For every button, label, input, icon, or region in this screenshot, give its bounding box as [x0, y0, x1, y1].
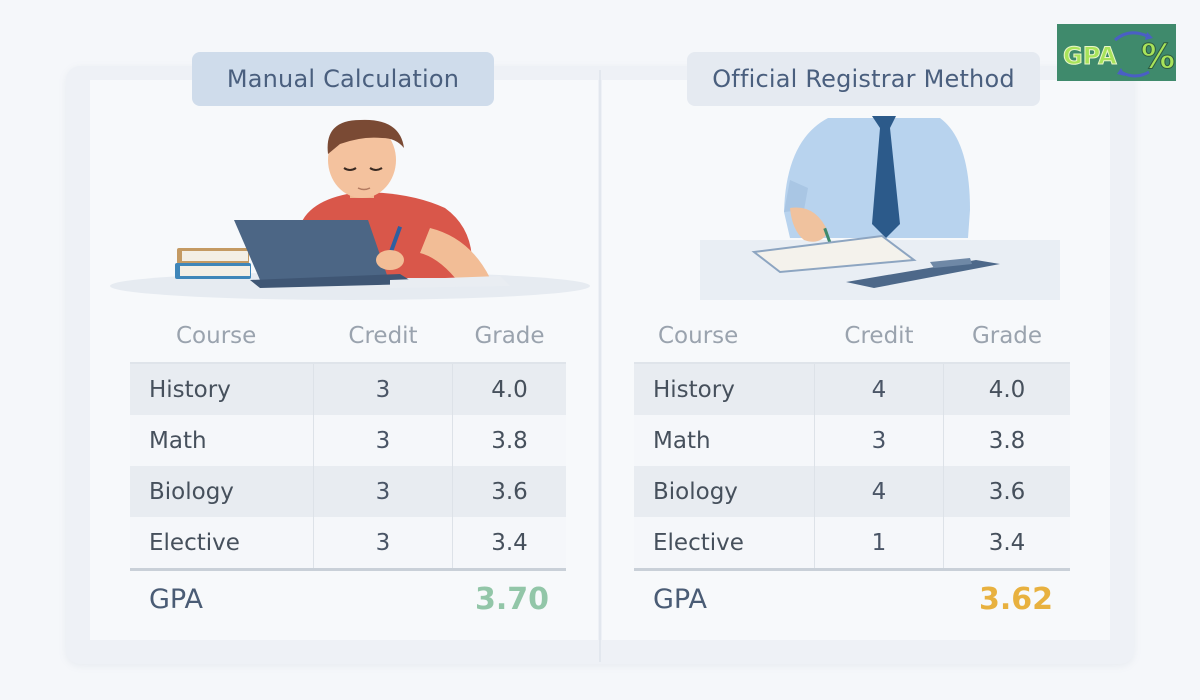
grade-cell: 3.4: [988, 529, 1026, 556]
table-row: Elective 3 3.4: [130, 517, 566, 568]
svg-text:GPA: GPA: [1063, 42, 1117, 70]
registrar-title: Official Registrar Method: [687, 52, 1040, 106]
gpa-value: 3.62: [978, 581, 1053, 617]
credit-cell: 4: [814, 466, 944, 517]
table-header: Course Credit Grade: [634, 310, 1070, 362]
table-row: Elective 1 3.4: [634, 517, 1070, 568]
grade-cell: 3.6: [491, 478, 528, 505]
table-row: Biology 3 3.6: [130, 466, 566, 517]
course-cell: History: [149, 376, 231, 403]
column-header-course: Course: [658, 323, 739, 349]
grade-cell: 3.4: [491, 529, 528, 556]
course-cell: Math: [149, 427, 207, 454]
credit-cell: 3: [814, 415, 944, 466]
course-cell: Elective: [653, 529, 744, 556]
gpa-summary-row: GPA 3.62: [634, 571, 1070, 627]
credit-cell: 4: [814, 364, 944, 415]
table-body: History 3 4.0 Math 3 3.8 Biology 3 3.6 E…: [130, 362, 566, 571]
gpa-value: 3.70: [474, 581, 549, 617]
credit-cell: 1: [814, 517, 944, 568]
gpa-label: GPA: [653, 583, 707, 615]
table-row: Math 3 3.8: [634, 415, 1070, 466]
grade-cell: 3.6: [988, 478, 1026, 505]
column-header-credit: Credit: [844, 323, 914, 349]
column-header-credit: Credit: [348, 323, 418, 349]
grade-cell: 4.0: [988, 376, 1026, 403]
gpa-label: GPA: [149, 583, 203, 615]
gpa-summary-row: GPA 3.70: [130, 571, 566, 627]
table-row: Math 3 3.8: [130, 415, 566, 466]
registrar-grade-table: Course Credit Grade History 4 4.0 Math 3…: [634, 310, 1070, 627]
grade-cell: 3.8: [491, 427, 528, 454]
credit-cell: 3: [313, 415, 453, 466]
manual-title: Manual Calculation: [192, 52, 494, 106]
grade-cell: 4.0: [491, 376, 528, 403]
table-header: Course Credit Grade: [130, 310, 566, 362]
student-with-laptop-illustration: [100, 108, 590, 300]
course-cell: Biology: [653, 478, 738, 505]
registrar-signing-document-illustration: [700, 100, 1060, 300]
table-row: History 4 4.0: [634, 364, 1070, 415]
credit-cell: 3: [313, 364, 453, 415]
gpa-percent-logo-icon: GPA %: [1057, 24, 1176, 81]
panel-divider: [599, 70, 601, 662]
column-header-course: Course: [176, 323, 257, 349]
svg-text:%: %: [1141, 37, 1175, 77]
table-body: History 4 4.0 Math 3 3.8 Biology 4 3.6 E…: [634, 362, 1070, 571]
column-header-grade: Grade: [474, 323, 545, 349]
grade-cell: 3.8: [988, 427, 1026, 454]
column-header-grade: Grade: [971, 323, 1043, 349]
table-row: History 3 4.0: [130, 364, 566, 415]
course-cell: Biology: [149, 478, 234, 505]
manual-grade-table: Course Credit Grade History 3 4.0 Math 3…: [130, 310, 566, 627]
course-cell: Math: [653, 427, 711, 454]
credit-cell: 3: [313, 517, 453, 568]
course-cell: History: [653, 376, 735, 403]
table-row: Biology 4 3.6: [634, 466, 1070, 517]
credit-cell: 3: [313, 466, 453, 517]
course-cell: Elective: [149, 529, 240, 556]
